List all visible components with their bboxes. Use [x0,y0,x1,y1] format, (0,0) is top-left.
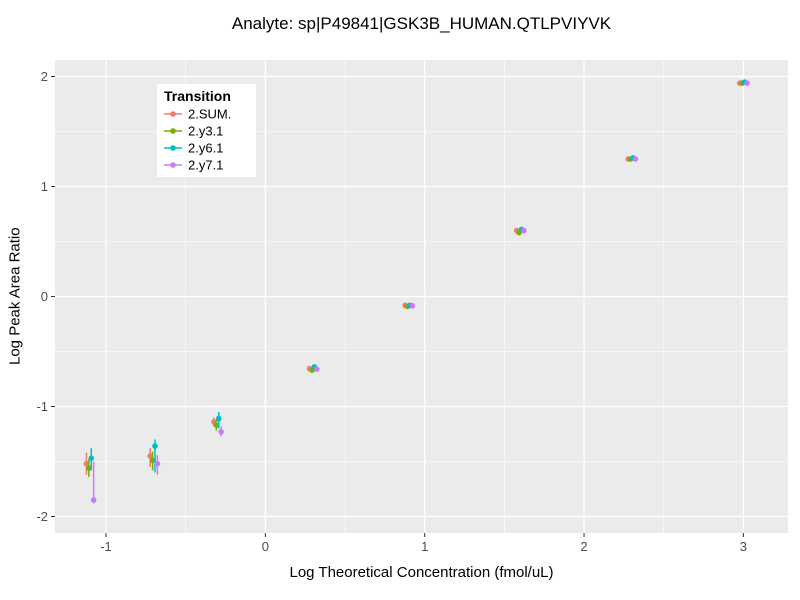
legend-key-point [170,128,176,134]
chart-title: Analyte: sp|P49841|GSK3B_HUMAN.QTLPVIYVK [231,14,612,33]
legend-label: 2.y7.1 [188,158,223,173]
data-point [152,443,158,449]
legend-label: 2.SUM. [188,107,231,122]
data-point [154,460,161,467]
x-tick-label: 1 [421,539,428,554]
legend-label: 2.y3.1 [188,124,223,139]
data-point [213,422,220,429]
data-point [313,366,320,372]
data-point [744,80,750,86]
y-tick-label: 1 [41,179,48,194]
y-tick-label: 0 [41,289,48,304]
data-point [147,453,153,459]
data-point [83,460,90,467]
data-point [218,429,224,435]
data-point [90,497,97,503]
y-axis-label: Log Peak Area Ratio [6,227,24,366]
x-tick-label: -1 [100,539,112,554]
x-tick-label: 3 [740,539,747,554]
legend-key-point [170,145,176,151]
data-point [86,465,92,471]
data-point [88,455,95,462]
x-tick-label: 0 [262,539,269,554]
data-point [521,227,527,234]
legend-key-point [170,111,176,117]
data-point [215,415,222,422]
data-point [632,156,639,162]
data-point [409,303,416,309]
y-tick-label: -1 [36,399,48,414]
legend-title: Transition [164,88,231,104]
legend-label: 2.y6.1 [188,141,223,156]
data-point [149,457,156,464]
x-axis-label: Log Theoretical Concentration (fmol/uL) [289,564,554,581]
y-tick-label: -2 [36,509,48,524]
x-tick-label: 2 [580,539,587,554]
y-tick-label: 2 [41,69,48,84]
legend-key-point [170,162,176,168]
